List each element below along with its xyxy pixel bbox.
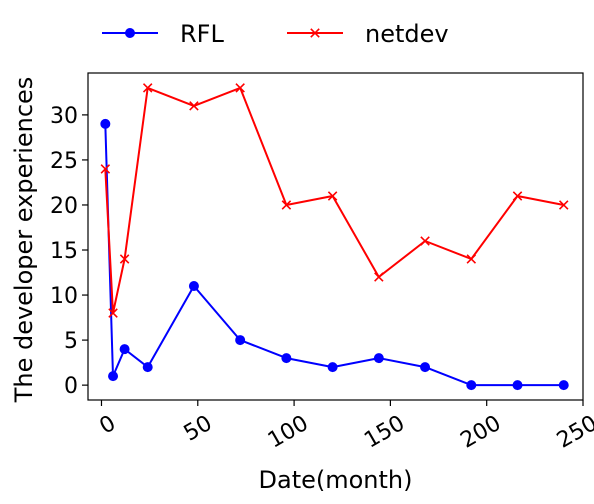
series-rfl-point: [142, 362, 153, 373]
series-rfl-point: [108, 371, 119, 382]
x-axis: 0 50 100 150 200 250: [96, 400, 594, 454]
x-axis-title: Date(month): [259, 466, 413, 494]
series-netdev-point: [512, 191, 523, 201]
y-tick-label: 25: [50, 149, 78, 174]
series-netdev-point: [108, 308, 118, 318]
y-tick-label: 0: [64, 374, 78, 399]
series-rfl-point: [558, 380, 569, 391]
series-netdev-line: [104, 86, 564, 315]
series-netdev-point: [235, 83, 245, 93]
series-rfl-point: [119, 344, 130, 355]
series-netdev-point: [119, 254, 130, 264]
series-rfl-point: [100, 118, 111, 129]
series-netdev-point: [189, 101, 199, 111]
series-rfl-point: [512, 380, 523, 391]
series-netdev-point: [420, 236, 430, 246]
legend-rfl-marker: [125, 28, 135, 38]
legend-item-netdev: netdev: [287, 20, 449, 48]
series-netdev-point: [466, 254, 477, 264]
series-netdev: [100, 83, 569, 318]
x-tick-label: 150: [360, 411, 409, 454]
y-tick-label: 15: [50, 239, 78, 264]
series-layer: [100, 83, 569, 391]
series-rfl-point: [373, 353, 384, 364]
x-tick-label: 200: [457, 411, 506, 454]
legend-netdev-marker: [310, 28, 320, 38]
legend-item-rfl: RFL: [102, 20, 224, 48]
series-rfl-point: [466, 380, 477, 391]
legend-netdev-label: netdev: [365, 20, 449, 48]
series-netdev-point: [558, 200, 569, 210]
y-tick-label: 30: [50, 104, 78, 129]
series-rfl-point: [327, 362, 338, 373]
series-rfl-point: [235, 335, 246, 346]
series-netdev-point: [100, 164, 111, 174]
series-rfl-point: [281, 353, 292, 364]
series-netdev-point: [374, 272, 384, 282]
y-axis: 0 5 10 15 20 25 30: [50, 104, 88, 399]
series-rfl-line: [104, 123, 564, 387]
y-tick-label: 10: [50, 284, 78, 309]
x-tick-label: 100: [264, 411, 313, 454]
series-netdev-point: [281, 200, 292, 210]
x-tick-label: 0: [96, 411, 121, 440]
series-rfl-point: [420, 362, 431, 373]
legend-rfl-label: RFL: [180, 20, 224, 48]
y-axis-title: The developer experiences: [10, 77, 38, 404]
y-tick-label: 20: [50, 194, 78, 219]
series-netdev-point: [142, 83, 153, 93]
plot-area-frame: [87, 72, 584, 401]
series-rfl-point: [188, 281, 199, 292]
legend: RFL netdev: [102, 20, 449, 48]
x-tick-label: 250: [553, 411, 594, 454]
series-rfl: [100, 118, 569, 391]
x-tick-label: 50: [180, 411, 217, 447]
series-netdev-point: [327, 191, 338, 201]
y-tick-label: 5: [64, 329, 78, 354]
